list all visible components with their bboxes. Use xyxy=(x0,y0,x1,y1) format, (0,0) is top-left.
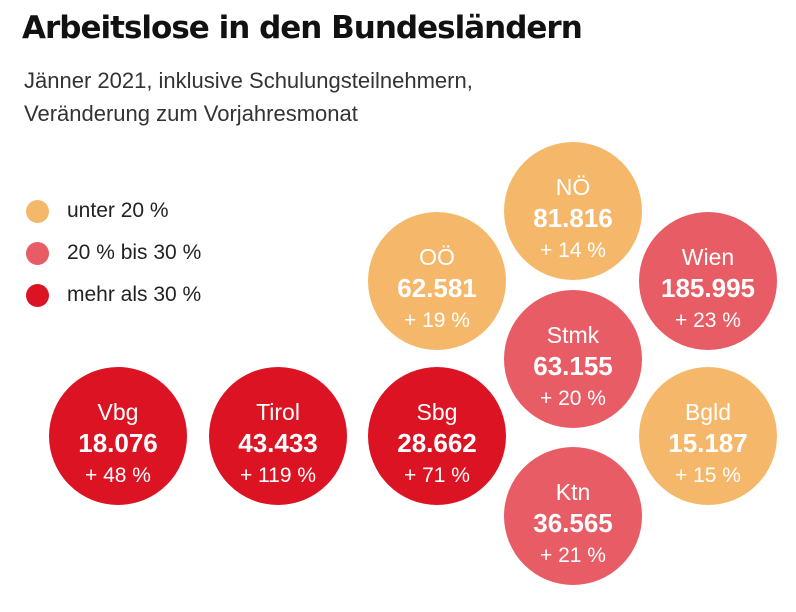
subtitle-line: Veränderung zum Vorjahresmonat xyxy=(24,101,358,126)
bubble-name-label: Sbg xyxy=(417,399,458,425)
bubble-value-label: 43.433 xyxy=(238,428,318,458)
bubble-value-label: 15.187 xyxy=(668,428,748,458)
bubble-value-label: 36.565 xyxy=(533,508,613,538)
legend-item-mid: 20 % bis 30 % xyxy=(26,232,201,274)
bubble-name-label: Bgld xyxy=(685,399,731,425)
bubble-circle xyxy=(368,367,506,505)
bubble-name-label: NÖ xyxy=(556,174,591,200)
bubble-value-label: 62.581 xyxy=(397,273,477,303)
legend-swatch-low xyxy=(26,199,49,223)
bubble-tirol: Tirol 43.433 + 119 % xyxy=(209,367,347,505)
bubble-change-label: + 15 % xyxy=(675,464,741,487)
chart-title: Arbeitslose in den Bundesländern xyxy=(22,10,583,46)
bubble-change-label: + 119 % xyxy=(240,464,316,487)
legend-label: unter 20 % xyxy=(67,199,169,222)
legend-item-low: unter 20 % xyxy=(26,190,201,232)
bubble-circle xyxy=(368,212,506,350)
bubble-change-label: + 48 % xyxy=(85,464,151,487)
bubble-value-label: 28.662 xyxy=(397,428,477,458)
bubble-value-label: 81.816 xyxy=(533,203,613,233)
bubble-name-label: OÖ xyxy=(419,244,455,270)
bubble-name-label: Stmk xyxy=(547,322,600,348)
bubble-name-label: Ktn xyxy=(556,479,591,505)
bubble-circle xyxy=(504,447,642,585)
subtitle-line: Jänner 2021, inklusive Schulungsteilnehm… xyxy=(24,68,473,93)
bubble-circle xyxy=(504,290,642,428)
bubble-change-label: + 19 % xyxy=(404,309,470,332)
bubble-name-label: Tirol xyxy=(256,399,300,425)
bubble-name-label: Wien xyxy=(682,244,734,270)
bubble-ktn: Ktn 36.565 + 21 % xyxy=(504,447,642,585)
bubble-value-label: 185.995 xyxy=(661,273,755,303)
bubble-noe: NÖ 81.816 + 14 % xyxy=(504,142,642,280)
bubble-name-label: Vbg xyxy=(98,399,139,425)
bubble-wien: Wien 185.995 + 23 % xyxy=(639,212,777,350)
bubble-value-label: 63.155 xyxy=(533,351,613,381)
bubble-vbg: Vbg 18.076 + 48 % xyxy=(49,367,187,505)
bubble-change-label: + 23 % xyxy=(675,309,741,332)
bubble-circle xyxy=(504,142,642,280)
bubble-value-label: 18.076 xyxy=(78,428,158,458)
bubble-sbg: Sbg 28.662 + 71 % xyxy=(368,367,506,505)
bubble-change-label: + 71 % xyxy=(404,464,470,487)
legend-item-high: mehr als 30 % xyxy=(26,274,201,316)
legend-label: mehr als 30 % xyxy=(67,283,202,306)
bubble-circle xyxy=(49,367,187,505)
bubble-circle xyxy=(639,367,777,505)
bubble-circle xyxy=(639,212,777,350)
legend-label: 20 % bis 30 % xyxy=(67,241,202,264)
chart-subtitle: Jänner 2021, inklusive Schulungsteilnehm… xyxy=(24,64,584,130)
legend-swatch-mid xyxy=(26,241,49,265)
bubble-bgld: Bgld 15.187 + 15 % xyxy=(639,367,777,505)
bubble-ooe: OÖ 62.581 + 19 % xyxy=(368,212,506,350)
bubble-circle xyxy=(209,367,347,505)
bubble-change-label: + 20 % xyxy=(540,387,606,410)
bubble-stmk: Stmk 63.155 + 20 % xyxy=(504,290,642,428)
bubble-change-label: + 14 % xyxy=(540,239,606,262)
bubble-change-label: + 21 % xyxy=(540,544,606,567)
legend: unter 20 % 20 % bis 30 % mehr als 30 % xyxy=(26,190,201,316)
legend-swatch-high xyxy=(26,283,49,307)
